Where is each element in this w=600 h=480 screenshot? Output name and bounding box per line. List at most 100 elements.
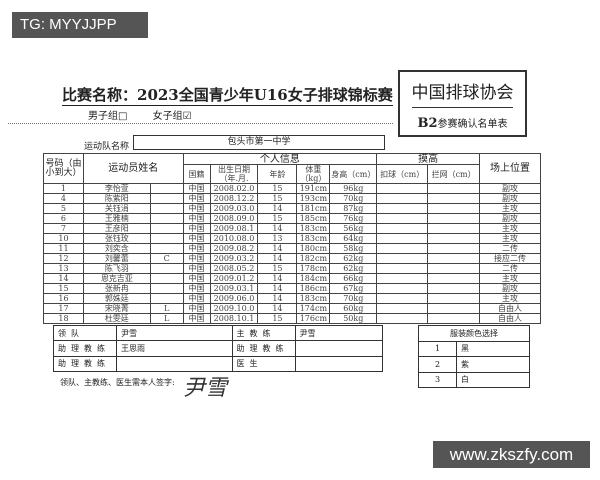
nationality: 中国 [182,283,211,294]
watermark: www.zkszfy.com [433,441,590,468]
player-name: 郭姝廷 [82,293,151,304]
head-coach-value: 尹雪 [294,324,383,342]
weight: 183cm [296,233,331,244]
age: 14 [257,203,298,214]
assistant-coach-label: 助理教练 [231,340,296,357]
player-name: 李怡萱 [82,183,151,194]
age: 13 [257,233,298,244]
birth-date: 2009.03.0 [209,203,259,214]
team-label: 运动队名称 [84,142,130,152]
nationality: 中国 [182,303,211,314]
player-role [149,233,184,244]
divider [412,107,513,108]
player-name: 陈紫阳 [82,193,151,204]
player-role: C [149,253,184,264]
form-title: 参赛确认名单表 [437,119,508,130]
position: 二传 [479,243,541,254]
height: 76kg [329,213,378,224]
height: 58kg [329,243,378,254]
position: 副攻 [479,183,541,194]
header-spike: 扣球（cm） [376,164,429,184]
player-number: 15 [43,283,84,294]
association-box: 中国排球协会 B2参赛确认名单表 [398,70,527,137]
player-role [149,283,184,294]
player-name: 张钰玫 [82,233,151,244]
assistant-coach-label: 助理教练 [53,355,117,373]
table-row: 14 恩克吉亚 中国 2009.01.2 14 184cm 66kg 主攻 [43,273,541,284]
weight: 178cm [296,263,331,274]
position: 副攻 [479,193,541,204]
position: 主攻 [479,223,541,234]
position: 接应二传 [479,253,541,264]
player-number: 4 [43,193,84,204]
team-name: 包头市第一中学 [133,135,385,150]
position: 主攻 [479,273,541,284]
uniform-no: 2 [418,356,457,373]
nationality: 中国 [182,273,211,284]
height: 50kg [329,313,378,324]
uniform-no: 1 [418,340,457,357]
player-number: 7 [43,223,84,234]
spike-reach [376,213,429,224]
table-row: 4 陈紫阳 中国 2008.12.2 15 193cm 70kg 副攻 [43,193,541,204]
age: 14 [257,253,298,264]
nationality: 中国 [182,263,211,274]
table-row: 16 郭姝廷 中国 2009.06.0 14 183cm 70kg 主攻 [43,293,541,304]
block-reach [427,203,481,214]
spike-reach [376,283,429,294]
position: 二传 [479,263,541,274]
player-number: 12 [43,253,84,264]
age: 15 [257,183,298,194]
player-name: 关钰涓 [82,203,151,214]
player-number: 17 [43,303,84,314]
player-number: 11 [43,243,84,254]
player-name: 恩克吉亚 [82,273,151,284]
height: 60kg [329,303,378,314]
height: 62kg [329,263,378,274]
player-number: 13 [43,263,84,274]
player-number: 10 [43,233,84,244]
height: 67kg [329,283,378,294]
block-reach [427,243,481,254]
weight: 183cm [296,223,331,234]
position: 副攻 [479,283,541,294]
uniform-no: 3 [418,371,457,388]
spike-reach [376,223,429,234]
header-number: 号码（由小到大） [43,153,84,184]
header-nationality: 国籍 [182,164,211,184]
player-role: L [149,313,184,324]
block-reach [427,293,481,304]
spike-reach [376,303,429,314]
nationality: 中国 [182,253,211,264]
position: 自由人 [479,303,541,314]
player-number: 6 [43,213,84,224]
nationality: 中国 [182,293,211,304]
weight: 193cm [296,193,331,204]
table-row: 11 刘奕含 中国 2009.08.2 14 180cm 58kg 二传 [43,243,541,254]
player-number: 1 [43,183,84,194]
birth-date: 2008.05.2 [209,263,259,274]
player-name: 刘奕含 [82,243,151,254]
table-row: 18 杜雯廷 L 中国 2008.10.1 15 176cm 50kg 自由人 [43,313,541,324]
player-role [149,293,184,304]
player-role [149,263,184,274]
player-role [149,273,184,284]
assistant-coach-value [294,340,383,357]
birth-date: 2008.12.2 [209,193,259,204]
signature-label: 领队、主教练、医生需本人签字: [60,378,175,387]
female-group-checkbox: 女子组☑ [152,111,192,122]
birth-date: 2009.08.1 [209,223,259,234]
position: 主攻 [479,293,541,304]
doctor-value [294,355,383,373]
birth-date: 2009.03.1 [209,283,259,294]
header-reach: 摸高 [376,153,481,165]
weight: 185cm [296,213,331,224]
tag-label: TG: MYYJJPP [12,12,148,38]
handwritten-signature: 尹雪 [183,376,228,401]
player-role [149,183,184,194]
height: 87kg [329,203,378,214]
block-reach [427,213,481,224]
age: 14 [257,303,298,314]
assistant-coach-label: 助理教练 [53,340,117,357]
weight: 183cm [296,293,331,304]
